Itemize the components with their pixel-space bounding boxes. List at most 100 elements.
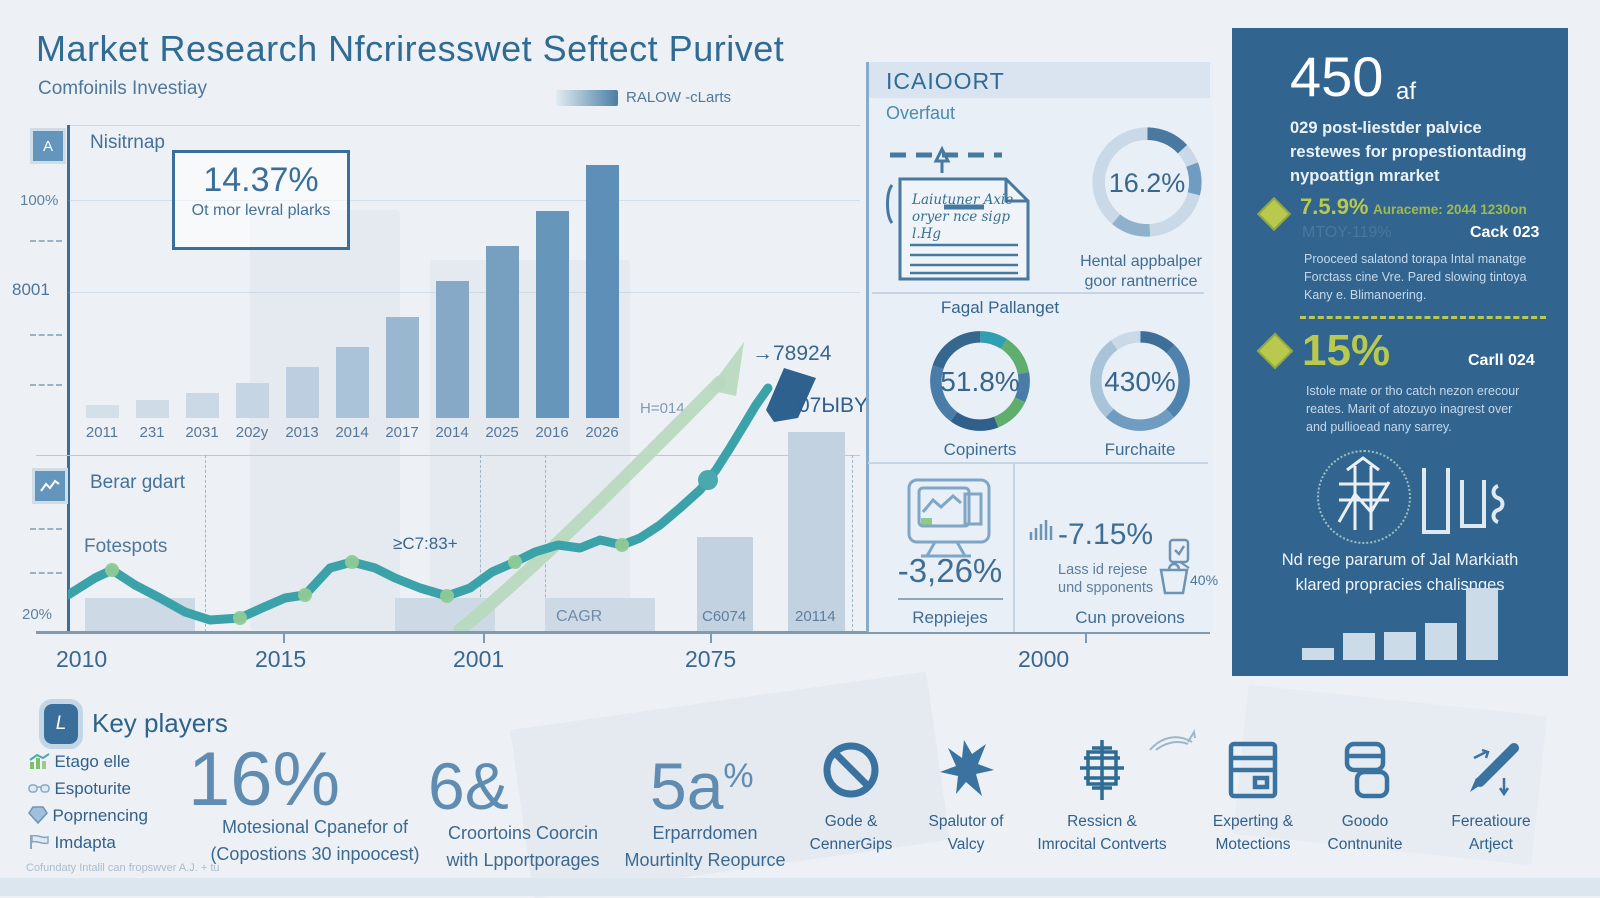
item-1-ghost: MTOY-119%: [1302, 224, 1392, 241]
donut-segment: [1090, 331, 1190, 431]
legend-gradient-bar: [556, 90, 618, 106]
donut-furchaite-value: 430%: [1104, 366, 1176, 397]
stat-2-caption: Croortoins Coorcin with Lpportporages: [388, 820, 658, 874]
x-axis-tick: [283, 634, 285, 643]
dashed-gridline: [545, 455, 546, 632]
mini-bar: [1466, 588, 1498, 660]
body-line: Kany e. Blimanoering.: [1304, 288, 1427, 302]
x-axis-tick: [710, 634, 712, 643]
y-dash-tick: [30, 528, 62, 530]
x-label-2015: 2015: [255, 646, 307, 672]
caption-line: Gode &: [824, 813, 878, 830]
inline-label-cagr: CAGR: [556, 608, 603, 625]
bar: [536, 211, 569, 418]
green-arrow-shaft: [453, 375, 727, 632]
emblem-glyph: [1337, 456, 1391, 530]
document-sketch-icon: [886, 145, 1030, 281]
x-label-2075: 2075: [685, 646, 737, 672]
ornament-icon: [1080, 740, 1124, 800]
right-cell-line-1: Lass id rejese: [1058, 562, 1148, 578]
donut-furchaite: 430%: [1087, 328, 1193, 434]
inline-label-20114: 20114: [795, 608, 836, 625]
key-players-item-label: Imdapta: [54, 833, 116, 852]
city-watermark: [250, 210, 400, 630]
bar-x-labels: 2011 231 2031 202y 2013 2014 2017 2014 2025 2016 2…: [86, 424, 646, 444]
y-dash-tick: [30, 384, 62, 386]
stat-3-value: 5a%: [650, 748, 754, 824]
burst-icon: [940, 740, 994, 796]
donut-segment: [930, 331, 1030, 431]
caption-line: Croortoins Coorcin: [447, 823, 599, 843]
icon-item-3-caption: Ressicn & Imrocital Contverts: [1017, 810, 1187, 856]
arrow-label-top: →78924: [752, 342, 832, 365]
caption-line: Erparrdomen: [652, 823, 758, 843]
arrow-label-bottom: 07ЫBY: [798, 394, 868, 417]
mini-doc-icon: [1168, 538, 1190, 564]
diamond-bullet-icon: [1256, 332, 1294, 370]
y-dash-tick: [30, 240, 62, 242]
y-tick-100: 100%: [20, 192, 59, 209]
line-marker: [233, 611, 247, 625]
donut-segment: [1090, 331, 1190, 431]
key-players-item-3: Poprnencing: [28, 806, 148, 826]
y-tick-20: 20%: [22, 606, 53, 623]
key-players-item-2: Espoturite: [28, 779, 131, 799]
caption-line: Motesional Cpanefor of: [221, 817, 409, 837]
kpi-label: Ot mor levral plarks: [191, 202, 331, 219]
line-marker: [440, 589, 454, 603]
report-panel-header-band: [869, 62, 1210, 98]
bar: [136, 400, 169, 418]
item-2-pct: 15%: [1302, 326, 1391, 375]
report-panel-subtitle: Overfaut: [886, 103, 956, 123]
key-players-item-label: Poprnencing: [52, 806, 148, 825]
body-line: Forctass cine Vre. Pared slowing tintoya: [1304, 270, 1527, 284]
mini-bar: [1384, 632, 1416, 660]
blue-arrow-head: [766, 368, 816, 422]
key-players-item-label: Etago elle: [54, 752, 131, 771]
basket-icon: [1159, 561, 1190, 595]
bottom-band: [0, 878, 1600, 896]
item-2-body: Istole mate or tho catch nezon erecour r…: [1306, 382, 1519, 436]
key-players-item-4: Imdapta: [28, 833, 116, 853]
page-title: Market Research Nfcriresswet Seftect Pur…: [36, 28, 785, 69]
bar: [86, 405, 119, 418]
donut-copinerts-caption: Copinerts: [943, 440, 1017, 459]
caption-line: CennerGips: [809, 836, 893, 853]
decorative-glyphs: [1422, 468, 1505, 534]
ban-icon: [823, 742, 879, 798]
y-dash-tick: [30, 334, 62, 336]
key-players-item-label: Espoturite: [54, 779, 131, 798]
kpi-value: 14.37%: [203, 161, 319, 199]
x-label-2010: 2010: [56, 646, 108, 672]
bar-chart-badge-icon: A: [30, 128, 66, 164]
donut-copinerts-value: 51.8%: [940, 366, 1020, 397]
stat-small-40: 40%: [1190, 572, 1219, 588]
x-label-2001: 2001: [453, 646, 505, 672]
panel-divider: [868, 462, 1208, 464]
caption-line: Contnunite: [1327, 836, 1403, 853]
panel-vertical-divider: [1013, 464, 1015, 632]
x-axis-tick: [1085, 634, 1087, 643]
x-tick-label: 2025: [485, 424, 519, 441]
h014-note: H=014: [640, 400, 685, 417]
donut-segment: [1092, 127, 1202, 237]
line-marker: [298, 588, 312, 602]
donut-segment: [1092, 127, 1202, 237]
donut-segment: [930, 331, 1030, 431]
sidebar-mini-bar-chart: [1302, 586, 1507, 660]
x-tick-label: 2014: [435, 424, 469, 441]
note-line-1: Laiutuner Axie: [912, 192, 1014, 208]
mini-bars-icon: [1029, 520, 1053, 540]
sidebar-footer-caption: Nd rege pararum of Jal Markiath klared p…: [1242, 548, 1558, 598]
stat-1-value: 16%: [188, 736, 340, 823]
caption-line: with Lpportporages: [446, 850, 600, 870]
gem-icon: [28, 806, 48, 824]
caption-line: Imrocital Contverts: [1037, 836, 1167, 853]
donut-furchaite-caption: Furchaite: [1104, 440, 1176, 459]
donut-copinerts: 51.8%: [927, 328, 1033, 434]
stat-3-caption: Erparrdomen Mourtinlty Reopurce: [580, 820, 830, 874]
trend-line: [68, 383, 773, 625]
footnote: Cofundaty Intalil can fropswver A.J. + t…: [26, 862, 220, 874]
stat-value-text: 16%: [188, 737, 341, 822]
